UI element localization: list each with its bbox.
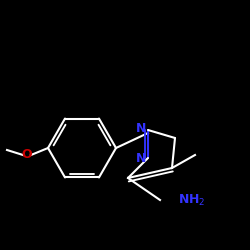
Text: O: O bbox=[22, 148, 32, 162]
Text: N: N bbox=[136, 152, 146, 166]
Text: NH$_2$: NH$_2$ bbox=[178, 192, 205, 208]
Text: N: N bbox=[136, 122, 146, 136]
